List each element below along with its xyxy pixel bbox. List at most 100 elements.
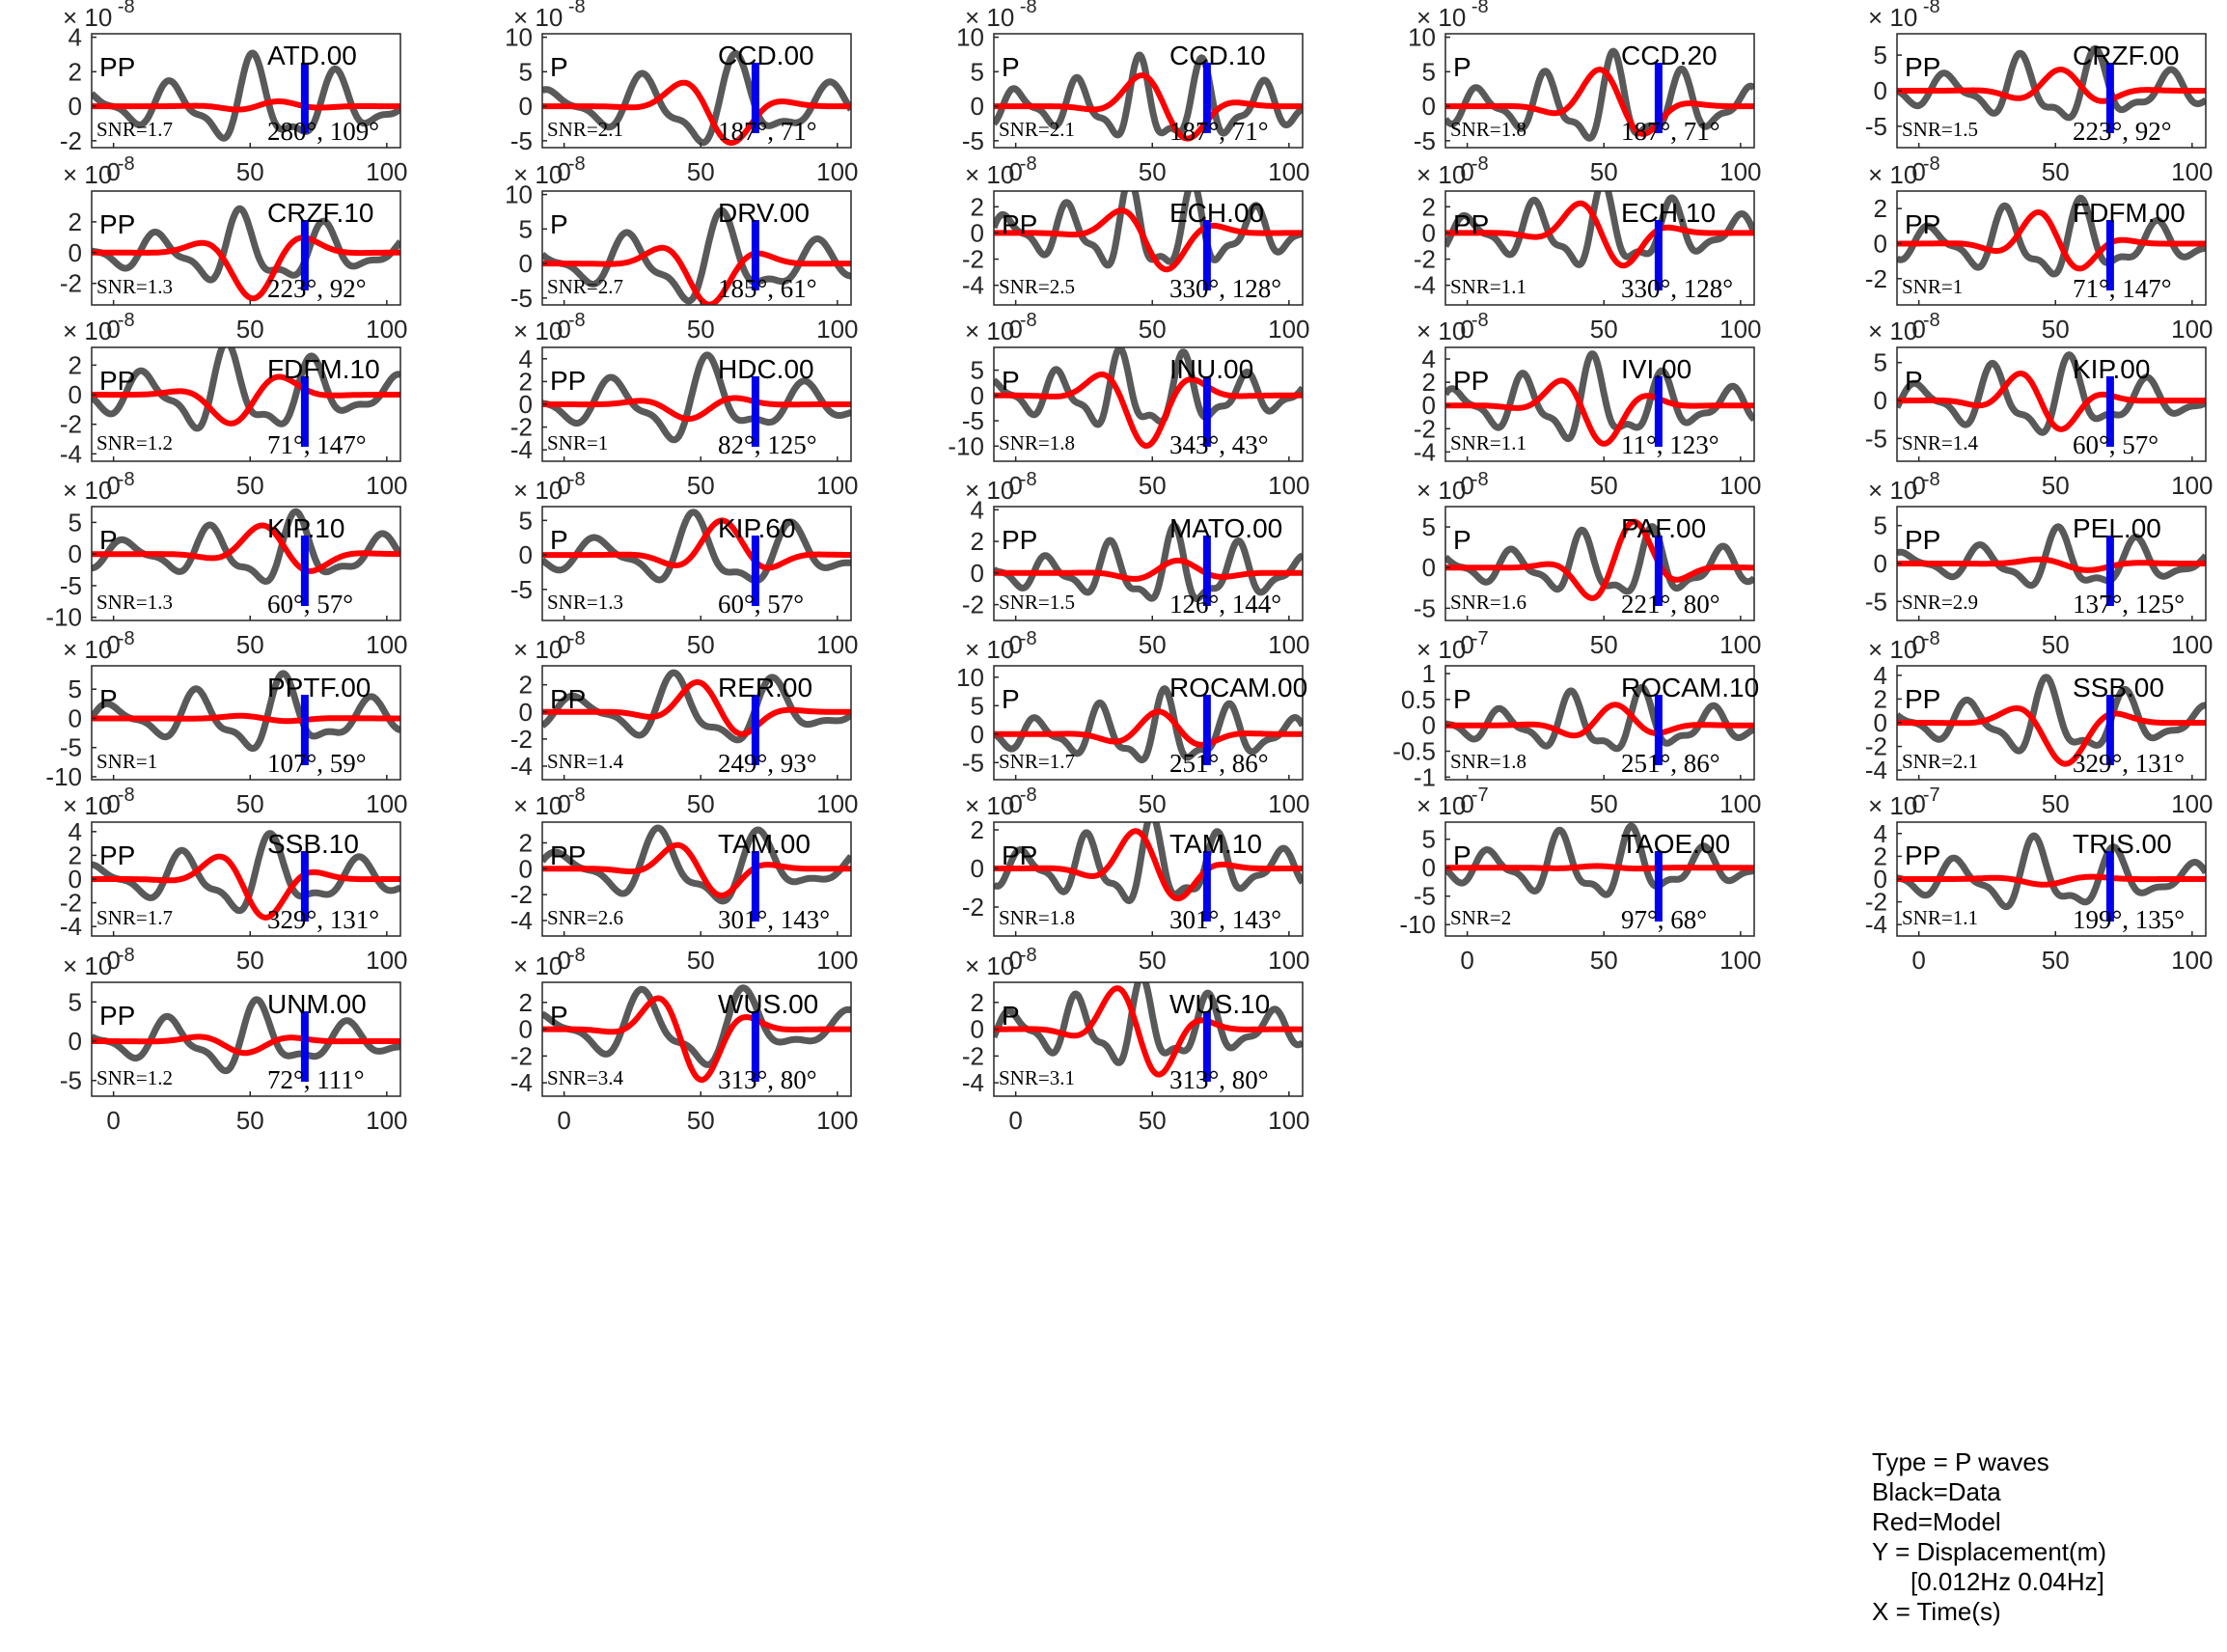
azimuth-label: 330°, 128° [1621,274,1733,303]
snr-label: SNR=1.1 [1902,906,1978,929]
y-exponent-label: × 10 -8 [63,785,135,820]
exponent: -8 [1014,310,1036,331]
y-tick-label: 10 [956,663,984,692]
x-tick-label: 0 [1008,946,1022,975]
y-exponent-label: × 10 -8 [63,945,135,980]
y-tick-label: 2 [1874,684,1887,713]
y-exponent-label: × 10 -8 [965,0,1037,32]
axes-frame [541,506,852,621]
model-trace [994,708,1303,748]
phase-label: PP [1002,840,1037,870]
y-tick-label: 4 [1874,661,1887,690]
y-tick-label: 0 [1422,391,1436,420]
x-tick-label: 50 [1590,157,1618,186]
x-tick-label: 100 [1719,471,1761,500]
phase-label: P [1905,366,1923,396]
exponent: -8 [1014,628,1036,649]
y-exponent-label: × 10 -8 [965,469,1037,505]
traces [1445,683,1754,753]
phase-pick-marker [751,63,759,133]
traces [994,51,1303,142]
azimuth-label: 71°, 147° [2073,274,2172,303]
axes-frame [541,821,852,937]
y-tick-label: 5 [1422,825,1436,854]
model-trace [994,828,1303,902]
exponent: -8 [563,310,585,331]
legend-band: [0.012Hz 0.04Hz] [1911,1567,2104,1596]
x-tick-label: 100 [816,157,858,186]
snr-label: SNR=1.7 [96,118,173,141]
phase-label: PP [1905,209,1940,239]
exponent: -8 [112,469,134,490]
exponent: -8 [1917,310,1939,331]
x-tick-label: 50 [236,315,264,344]
exponent: -8 [112,785,134,806]
phase-label: P [1453,525,1471,555]
traces [1897,523,2206,590]
traces [1897,674,2206,767]
y-exponent-label: × 10 -8 [63,628,135,664]
model-trace [92,522,400,574]
data-trace [542,50,851,147]
x-tick-label: 0 [1911,157,1925,186]
y-tick-label: 0.5 [1401,685,1436,714]
azimuth-label: 187°, 71° [1621,117,1720,146]
x-tick-label: 50 [1590,630,1618,659]
snr-label: SNR=2.7 [547,275,623,298]
y-tick-label: -5 [1414,882,1436,911]
legend-model: Red=Model [1872,1507,2001,1536]
x-tick-label: 0 [106,789,120,818]
y-tick-label: -10 [45,603,82,632]
x-tick-label: 50 [236,471,264,500]
model-trace [1445,863,1754,872]
x-tick-label: 0 [1460,315,1473,344]
station-label: TRIS.00 [2073,829,2172,859]
station-label: CCD.20 [1621,41,1718,70]
azimuth-label: 329°, 131° [2073,749,2185,778]
exponent: -8 [563,785,585,806]
exponent: -8 [1466,310,1488,331]
y-tick-label: 2 [519,988,533,1017]
y-exponent-label: × 10 -8 [1868,153,1940,189]
y-tick-label: 2 [971,192,984,221]
phase-label: PP [99,52,135,82]
station-label: KIP.60 [718,513,795,543]
snr-label: SNR=1.1 [1450,431,1526,454]
phase-pick-marker [2105,63,2114,133]
y-exponent-label: × 10 -8 [1868,310,1940,345]
model-trace [1445,200,1754,269]
data-trace [994,347,1303,428]
y-tick-label: -2 [60,889,82,918]
y-tick-label: 1 [1422,659,1436,688]
station-label: UNM.00 [267,989,367,1019]
x-tick-label: 50 [1139,471,1167,500]
x-tick-label: 0 [1008,471,1022,500]
y-tick-label: -5 [962,126,984,155]
y-tick-label: 0 [519,854,533,883]
x-tick-label: 0 [1008,630,1022,659]
x-tick-label: 0 [1460,157,1473,186]
y-tick-label: -5 [962,748,984,777]
x-tick-label: 50 [1590,471,1618,500]
x-tick-label: 100 [2171,315,2213,344]
y-tick-label: -2 [1865,888,1887,917]
y-tick-label: 5 [69,675,82,703]
x-tick-label: 50 [687,1106,715,1135]
data-trace [994,685,1303,764]
phase-label: P [1002,1001,1020,1031]
x-tick-label: 0 [106,471,120,500]
y-tick-label: -4 [60,439,82,468]
x-tick-label: 0 [557,157,570,186]
exponent: -8 [1466,469,1488,490]
y-tick-label: 0 [69,865,82,894]
data-trace [1445,191,1754,268]
y-exponent-label: × 10 -7 [1416,628,1489,664]
x-tick-label: 0 [557,946,570,975]
